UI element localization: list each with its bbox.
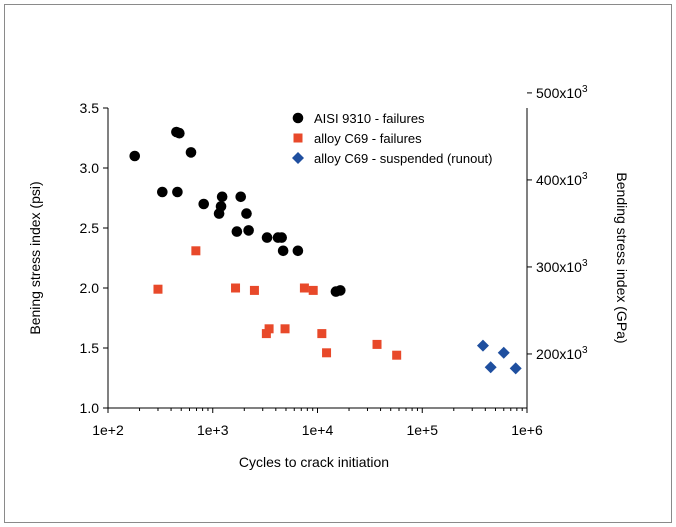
data-point [198, 198, 210, 210]
data-point [249, 285, 259, 295]
data-point [129, 150, 141, 162]
data-point [243, 225, 254, 236]
data-point [261, 329, 271, 339]
data-point [241, 208, 252, 219]
y-tick-label: 3.5 [80, 100, 100, 116]
y2-tick-label: 200x103 [536, 345, 588, 362]
data-point [216, 191, 228, 203]
data-point [235, 191, 247, 203]
legend-marker [293, 133, 303, 143]
y-tick-label: 2.0 [80, 280, 100, 296]
data-point [476, 339, 489, 352]
series-3 [476, 339, 522, 375]
chart-frame [4, 4, 672, 523]
series-2 [153, 246, 402, 360]
y-tick-label: 3.0 [80, 160, 100, 176]
y-tick-label: 1.0 [80, 400, 100, 416]
legend: AISI 9310 - failures alloy C69 - failures… [292, 111, 493, 166]
y-axis-label: Bening stress index (psi) [27, 181, 43, 334]
y2-tick-label: 300x103 [536, 258, 588, 275]
x-tick-label: 1e+3 [197, 422, 229, 438]
axes: 1.0 1.5 2.0 2.5 3.0 3.5 1e+2 1e+3 1e+4 1e+5 1e+6 20… [80, 84, 588, 438]
data-point [264, 324, 274, 334]
data-point [191, 246, 201, 256]
data-point [185, 147, 197, 158]
data-point [276, 232, 287, 243]
x-tick-label: 1e+2 [92, 422, 124, 438]
data-point [231, 226, 243, 237]
data-point [172, 186, 183, 198]
data-point [277, 245, 289, 257]
y-tick-label: 2.5 [80, 220, 100, 236]
x-tick-label: 1e+4 [302, 422, 334, 438]
data-point [392, 350, 402, 360]
legend-label: AISI 9310 - failures [314, 111, 425, 126]
data-point [292, 245, 304, 257]
data-point [497, 346, 510, 359]
data-point [174, 127, 185, 139]
data-point [372, 339, 382, 349]
data-point [215, 201, 227, 212]
data-point [484, 361, 497, 374]
data-point [231, 283, 241, 293]
data-point [509, 362, 522, 375]
data-point [153, 284, 163, 294]
data-point [261, 232, 273, 243]
legend-marker [292, 112, 304, 124]
legend-marker [292, 152, 304, 164]
data-point [334, 285, 346, 296]
y2-tick-label: 400x103 [536, 171, 588, 188]
data-point [299, 283, 309, 293]
data-point [317, 329, 327, 339]
y-tick-label: 1.5 [80, 340, 100, 356]
data-point [308, 285, 318, 295]
data-point [322, 348, 332, 358]
legend-label: alloy C69 - failures [314, 131, 422, 146]
series-1 [129, 126, 346, 297]
x-tick-label: 1e+6 [511, 422, 543, 438]
x-tick-label: 1e+5 [406, 422, 438, 438]
legend-label: alloy C69 - suspended (runout) [314, 151, 493, 166]
y2-tick-label: 500x103 [536, 84, 588, 101]
x-axis-label: Cycles to crack initiation [239, 454, 389, 470]
data-point [280, 324, 290, 334]
data-point [157, 186, 168, 198]
secondary-y-axis-label: Bending stress index (GPa) [614, 172, 630, 343]
data-points [129, 126, 522, 375]
